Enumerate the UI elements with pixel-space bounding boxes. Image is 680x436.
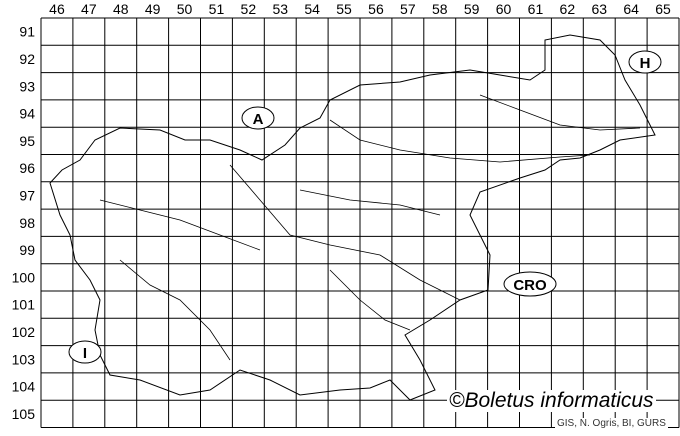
row-label: 105 (12, 406, 36, 422)
column-label: 48 (113, 1, 129, 17)
column-label: 52 (241, 1, 257, 17)
column-label: 50 (177, 1, 193, 17)
rivers (99, 94, 641, 361)
column-label: 47 (81, 1, 97, 17)
column-label: 65 (655, 1, 671, 17)
column-label: 58 (432, 1, 448, 17)
label-hungary: H (640, 55, 651, 72)
column-label: 63 (591, 1, 607, 17)
country-border (49, 34, 656, 401)
column-label: 46 (49, 1, 65, 17)
column-label: 62 (560, 1, 576, 17)
row-label: 100 (12, 269, 36, 285)
column-label: 57 (400, 1, 416, 17)
neighbour-labels: A H CRO I (68, 50, 662, 364)
column-label: 59 (464, 1, 480, 17)
utm-grid (40, 17, 680, 428)
row-label: 99 (19, 242, 35, 258)
label-croatia: CRO (513, 277, 547, 294)
label-italy: I (83, 345, 87, 362)
column-label: 56 (368, 1, 384, 17)
row-label: 93 (19, 78, 35, 94)
label-austria: A (253, 111, 264, 128)
row-label: 94 (19, 106, 35, 122)
row-label: 101 (12, 297, 36, 313)
row-label: 104 (12, 379, 36, 395)
column-label: 64 (623, 1, 639, 17)
row-label: 96 (19, 160, 35, 176)
column-label: 60 (496, 1, 512, 17)
column-label: 54 (304, 1, 320, 17)
row-label: 103 (12, 351, 36, 367)
row-label: 95 (19, 133, 35, 149)
column-labels: 46 47 48 49 50 51 52 53 54 55 56 57 58 59 60 61 62 63 64 65 (49, 1, 671, 17)
column-label: 51 (209, 1, 225, 17)
row-label: 91 (19, 24, 35, 40)
row-label: 98 (19, 215, 35, 231)
source-text: GIS, N. Ogris, BI, GURS (555, 418, 668, 430)
column-label: 55 (336, 1, 352, 17)
column-label: 61 (528, 1, 544, 17)
column-label: 49 (145, 1, 161, 17)
row-labels: 91 92 93 94 95 96 97 98 99 100 101 102 103 104 105 (12, 24, 36, 422)
credit-text: ©Boletus informaticus (447, 389, 656, 412)
row-label: 97 (19, 187, 35, 203)
column-label: 53 (272, 1, 288, 17)
row-label: 102 (12, 324, 36, 340)
row-label: 92 (19, 51, 35, 67)
